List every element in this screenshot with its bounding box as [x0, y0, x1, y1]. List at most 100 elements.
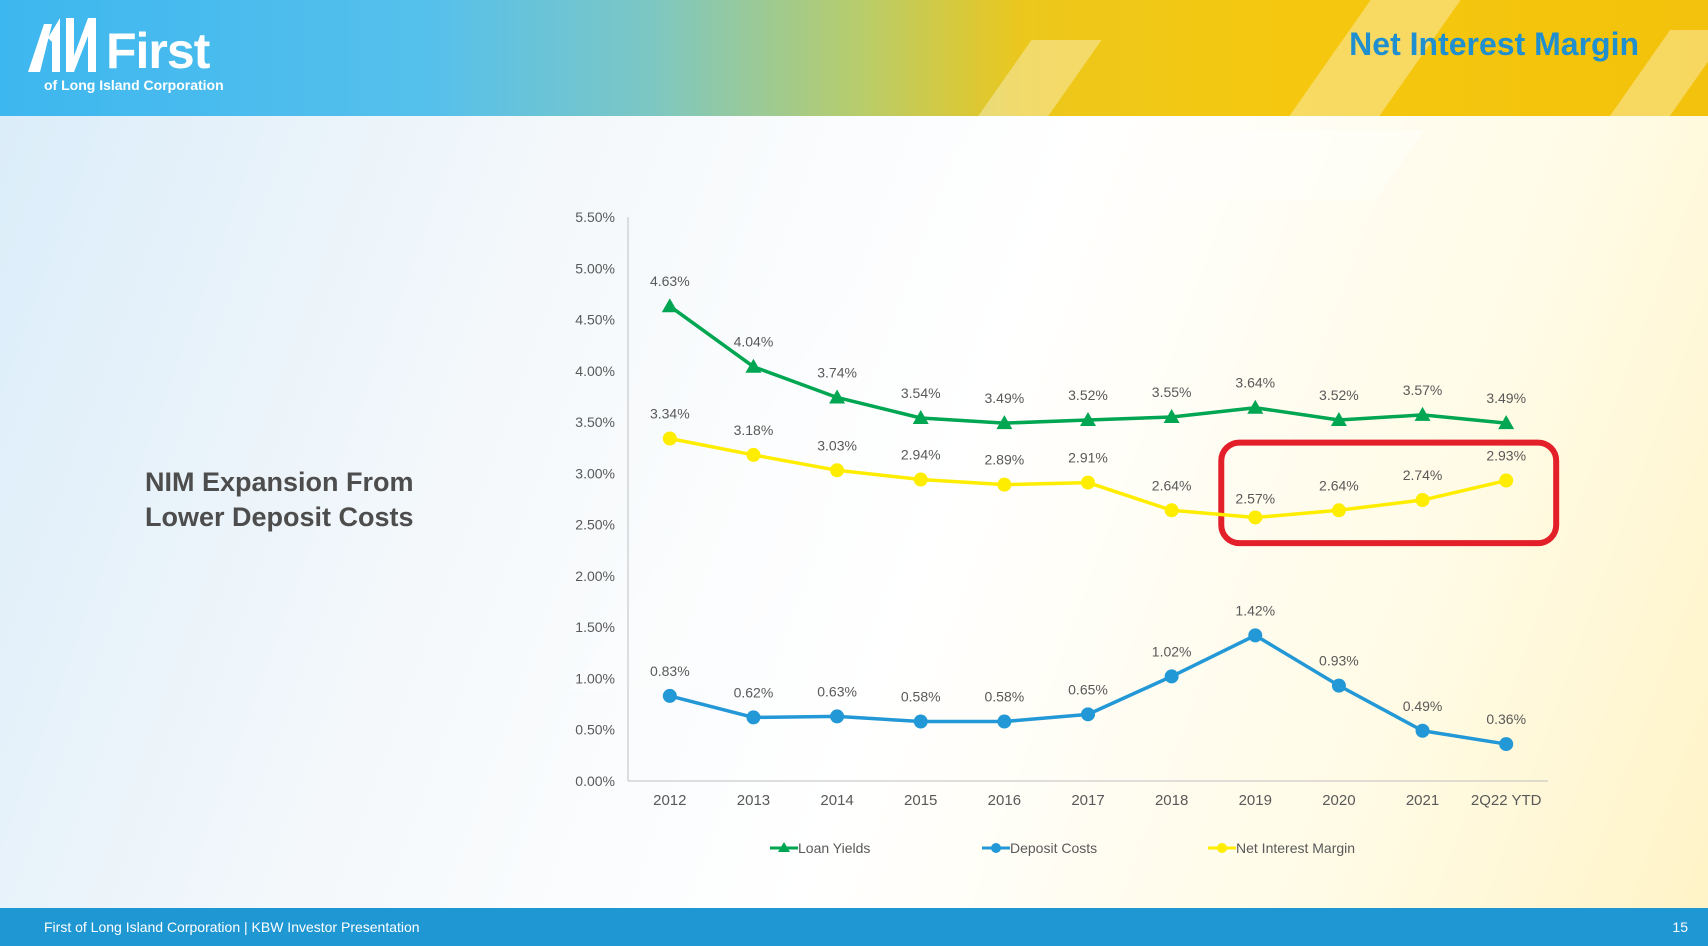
y-tick-label: 3.00%: [575, 465, 615, 481]
data-label: 3.64%: [1235, 375, 1275, 391]
data-point-net-interest-margin: [997, 477, 1012, 492]
footer-bar: First of Long Island Corporation | KBW I…: [0, 908, 1708, 946]
company-logo: First of Long Island Corporation: [26, 14, 236, 98]
y-tick-label: 0.00%: [575, 773, 615, 789]
x-tick-label: 2014: [820, 792, 853, 809]
data-point-deposit-costs: [1331, 678, 1346, 693]
data-label: 0.58%: [985, 689, 1025, 705]
data-label: 0.49%: [1403, 698, 1443, 714]
highlight-box: [1218, 439, 1560, 547]
series-line-loan-yields: [668, 304, 1507, 425]
data-point-loan-yields: [1080, 412, 1096, 427]
logo-subtitle: of Long Island Corporation: [44, 77, 224, 93]
data-label: 0.62%: [734, 684, 774, 700]
y-tick-label: 0.50%: [575, 722, 615, 738]
data-point-deposit-costs: [662, 688, 677, 703]
y-tick-label: 4.00%: [575, 363, 615, 379]
data-label: 3.34%: [650, 405, 690, 421]
data-point-loan-yields: [1330, 412, 1347, 427]
page-title: Net Interest Margin: [1349, 26, 1639, 62]
data-point-deposit-costs: [746, 710, 761, 725]
legend-marker: [778, 842, 790, 852]
data-label: 4.04%: [734, 334, 774, 350]
data-label: 3.18%: [734, 422, 774, 438]
data-point-loan-yields: [661, 298, 678, 313]
data-point-loan-yields: [1414, 406, 1431, 421]
data-point-loan-yields: [1498, 415, 1515, 430]
data-label: 1.02%: [1152, 643, 1192, 659]
data-point-net-interest-margin: [1415, 493, 1430, 508]
data-label: 0.63%: [817, 683, 857, 699]
data-point-deposit-costs: [1248, 628, 1263, 643]
legend-label: Loan Yields: [798, 840, 870, 856]
x-tick-label: 2012: [653, 792, 686, 809]
data-point-net-interest-margin: [1164, 503, 1179, 518]
x-tick-label: 2021: [1406, 792, 1439, 809]
x-tick-label: 2019: [1239, 792, 1272, 809]
data-label: 2.74%: [1403, 467, 1443, 483]
first-logo-icon: [28, 18, 96, 72]
data-label: 2.94%: [901, 447, 941, 463]
data-label: 3.52%: [1319, 387, 1359, 403]
y-tick-label: 2.00%: [575, 568, 615, 584]
data-point-deposit-costs: [1164, 669, 1179, 684]
data-point-deposit-costs: [997, 714, 1012, 729]
data-label: 2.89%: [985, 452, 1025, 468]
data-label: 3.49%: [1486, 390, 1526, 406]
data-point-deposit-costs: [913, 714, 928, 729]
data-label: 2.57%: [1235, 490, 1275, 506]
data-point-net-interest-margin: [913, 472, 928, 487]
data-label: 2.93%: [1486, 448, 1526, 464]
data-label: 3.74%: [817, 364, 857, 380]
data-label: 1.42%: [1235, 602, 1275, 618]
y-tick-label: 1.00%: [575, 670, 615, 686]
data-point-deposit-costs: [1415, 723, 1430, 738]
data-point-net-interest-margin: [830, 463, 845, 478]
data-label: 0.93%: [1319, 653, 1359, 669]
data-label: 3.49%: [985, 390, 1025, 406]
legend-label: Net Interest Margin: [1236, 840, 1355, 856]
slide-heading: NIM Expansion From Lower Deposit Costs: [145, 467, 414, 532]
y-tick-label: 1.50%: [575, 619, 615, 635]
data-point-loan-yields: [1163, 408, 1180, 423]
header-banner: First of Long Island Corporation Net Int…: [0, 0, 1708, 116]
page-number: 15: [1672, 919, 1688, 935]
data-label: 2.91%: [1068, 450, 1108, 466]
data-point-deposit-costs: [1081, 707, 1095, 722]
y-tick-label: 3.50%: [575, 414, 615, 430]
y-tick-label: 5.50%: [575, 209, 615, 225]
data-point-loan-yields: [745, 358, 762, 373]
legend-marker: [1217, 843, 1227, 853]
data-label: 2.64%: [1319, 477, 1359, 493]
legend-marker: [991, 843, 1001, 853]
x-tick-label: 2013: [737, 792, 770, 809]
data-label: 3.52%: [1068, 387, 1108, 403]
data-label: 3.55%: [1152, 384, 1192, 400]
data-point-loan-yields: [829, 389, 846, 404]
x-tick-label: 2018: [1155, 792, 1188, 809]
data-point-deposit-costs: [1499, 737, 1514, 752]
data-label: 3.57%: [1403, 382, 1443, 398]
x-tick-label: 2020: [1322, 792, 1355, 809]
x-tick-label: 2017: [1071, 792, 1104, 809]
data-point-deposit-costs: [830, 709, 845, 724]
y-tick-label: 2.50%: [575, 517, 615, 533]
data-label: 0.58%: [901, 689, 941, 705]
data-label: 3.03%: [817, 437, 857, 453]
data-point-net-interest-margin: [746, 447, 761, 462]
data-point-net-interest-margin: [1248, 510, 1263, 525]
data-point-net-interest-margin: [1331, 503, 1346, 518]
data-point-loan-yields: [912, 409, 929, 424]
x-tick-label: 2015: [904, 792, 937, 809]
data-label: 4.63%: [650, 273, 690, 289]
data-label: 0.65%: [1068, 681, 1108, 697]
footer-text: First of Long Island Corporation | KBW I…: [44, 919, 420, 935]
logo-wordmark: First: [106, 23, 210, 79]
data-label: 3.54%: [901, 385, 941, 401]
legend-label: Deposit Costs: [1010, 840, 1097, 856]
data-label: 2.64%: [1152, 477, 1192, 493]
data-label: 0.83%: [650, 663, 690, 679]
y-tick-label: 4.50%: [575, 312, 615, 328]
data-point-net-interest-margin: [1499, 473, 1514, 488]
